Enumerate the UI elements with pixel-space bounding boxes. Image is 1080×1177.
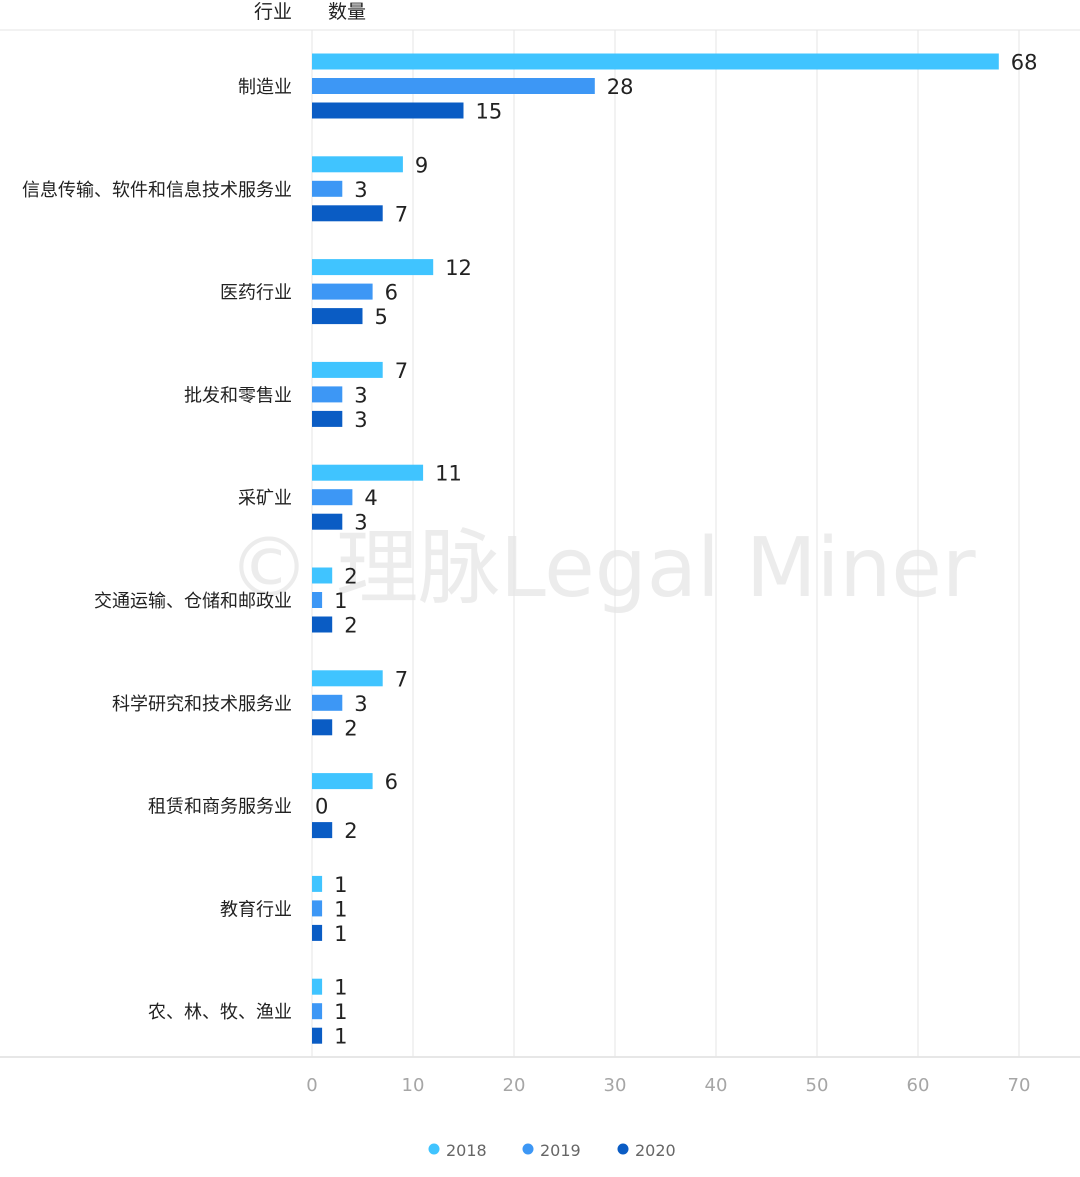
data-label: 68 bbox=[1011, 51, 1038, 75]
data-label: 1 bbox=[334, 1000, 347, 1024]
legend-label-2020: 2020 bbox=[635, 1141, 676, 1160]
x-tick-label: 30 bbox=[604, 1075, 627, 1096]
data-label: 3 bbox=[354, 178, 367, 202]
bar-2018 bbox=[312, 464, 424, 481]
category-label: 医药行业 bbox=[220, 283, 292, 304]
data-label: 6 bbox=[385, 281, 398, 305]
bar-2020 bbox=[312, 1027, 323, 1044]
data-label: 2 bbox=[344, 716, 357, 740]
x-tick-label: 10 bbox=[402, 1075, 425, 1096]
bar-2018 bbox=[312, 259, 434, 276]
category-label: 农、林、牧、渔业 bbox=[148, 1002, 292, 1023]
data-label: 3 bbox=[354, 408, 367, 432]
watermark: © 理脉Legal Miner bbox=[228, 521, 976, 616]
bar-2020 bbox=[312, 513, 343, 530]
category-label: 教育行业 bbox=[220, 899, 292, 920]
bar-2018 bbox=[312, 53, 999, 70]
bar-2018 bbox=[312, 567, 333, 584]
data-label: 12 bbox=[445, 256, 472, 280]
bar-2018 bbox=[312, 978, 323, 995]
data-label: 1 bbox=[334, 1025, 347, 1049]
bar-2018 bbox=[312, 670, 383, 687]
legend-marker-2020 bbox=[617, 1143, 629, 1155]
x-tick-label: 50 bbox=[806, 1075, 829, 1096]
bar-2019 bbox=[312, 283, 373, 300]
legend-label-2018: 2018 bbox=[446, 1141, 487, 1160]
bar-2020 bbox=[312, 410, 343, 427]
data-label: 3 bbox=[354, 692, 367, 716]
bar-2020 bbox=[312, 616, 333, 633]
bar-2020 bbox=[312, 308, 363, 325]
category-label: 租赁和商务服务业 bbox=[148, 797, 292, 818]
data-label: 7 bbox=[395, 359, 408, 383]
data-label: 9 bbox=[415, 153, 428, 177]
data-label: 5 bbox=[375, 305, 388, 329]
x-tick-label: 40 bbox=[705, 1075, 728, 1096]
x-tick-label: 20 bbox=[503, 1075, 526, 1096]
bar-2019 bbox=[312, 489, 353, 506]
category-label: 制造业 bbox=[238, 77, 292, 98]
data-label: 2 bbox=[344, 565, 357, 589]
data-label: 11 bbox=[435, 462, 462, 486]
bar-2019 bbox=[312, 78, 595, 94]
bar-2019 bbox=[312, 1003, 323, 1020]
data-label: 7 bbox=[395, 667, 408, 691]
legend-marker-2018 bbox=[428, 1143, 440, 1155]
category-header: 行业 bbox=[254, 1, 292, 23]
category-label: 科学研究和技术服务业 bbox=[112, 694, 292, 715]
bar-2019 bbox=[312, 180, 343, 197]
bar-2018 bbox=[312, 156, 403, 173]
bar-2020 bbox=[312, 205, 383, 222]
data-label: 3 bbox=[354, 383, 367, 407]
bar-2020 bbox=[312, 924, 323, 941]
category-label: 批发和零售业 bbox=[184, 385, 292, 406]
data-label: 1 bbox=[334, 922, 347, 946]
category-label: 交通运输、仓储和邮政业 bbox=[94, 591, 292, 612]
data-label: 6 bbox=[385, 770, 398, 794]
data-label: 1 bbox=[334, 589, 347, 613]
bar-2020 bbox=[312, 102, 464, 119]
bar-2020 bbox=[312, 822, 333, 839]
data-label: 7 bbox=[395, 202, 408, 226]
category-label: 信息传输、软件和信息技术服务业 bbox=[22, 180, 292, 201]
data-label: 1 bbox=[334, 897, 347, 921]
data-label: 3 bbox=[354, 511, 367, 535]
bar-2018 bbox=[312, 875, 323, 892]
data-label: 1 bbox=[334, 976, 347, 1000]
bar-2020 bbox=[312, 719, 333, 736]
x-tick-label: 0 bbox=[306, 1075, 317, 1096]
data-label: 0 bbox=[315, 795, 328, 819]
bar-2019 bbox=[312, 694, 343, 711]
value-header: 数量 bbox=[328, 1, 366, 23]
x-tick-label: 70 bbox=[1008, 1075, 1031, 1096]
data-label: 28 bbox=[607, 75, 634, 99]
legend-label-2019: 2019 bbox=[540, 1141, 581, 1160]
bar-2018 bbox=[312, 361, 383, 378]
x-tick-label: 60 bbox=[907, 1075, 930, 1096]
data-label: 1 bbox=[334, 873, 347, 897]
bar-2019 bbox=[312, 386, 343, 403]
category-label: 采矿业 bbox=[238, 488, 292, 509]
legend-marker-2019 bbox=[522, 1143, 534, 1155]
bar-2019 bbox=[312, 900, 323, 917]
data-label: 4 bbox=[364, 486, 377, 510]
data-label: 15 bbox=[476, 100, 503, 124]
data-label: 2 bbox=[344, 819, 357, 843]
bar-2018 bbox=[312, 773, 373, 790]
data-label: 2 bbox=[344, 614, 357, 638]
bar-2019 bbox=[312, 592, 323, 608]
